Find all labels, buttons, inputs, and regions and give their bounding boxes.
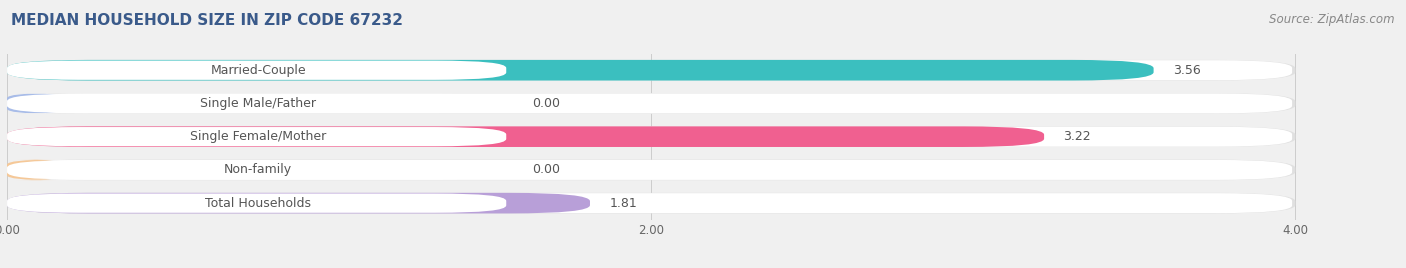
- FancyBboxPatch shape: [10, 193, 1292, 213]
- FancyBboxPatch shape: [10, 127, 1292, 147]
- Text: 0.00: 0.00: [531, 97, 560, 110]
- Text: Married-Couple: Married-Couple: [211, 64, 307, 77]
- FancyBboxPatch shape: [7, 127, 506, 146]
- FancyBboxPatch shape: [10, 160, 1292, 180]
- FancyBboxPatch shape: [7, 94, 506, 113]
- FancyBboxPatch shape: [7, 61, 506, 80]
- Text: 3.56: 3.56: [1173, 64, 1201, 77]
- Text: Single Male/Father: Single Male/Father: [200, 97, 316, 110]
- FancyBboxPatch shape: [7, 193, 1295, 213]
- FancyBboxPatch shape: [10, 94, 1292, 113]
- FancyBboxPatch shape: [7, 93, 1295, 114]
- FancyBboxPatch shape: [7, 160, 1295, 180]
- Text: Source: ZipAtlas.com: Source: ZipAtlas.com: [1270, 13, 1395, 27]
- Text: Non-family: Non-family: [224, 163, 292, 176]
- Text: MEDIAN HOUSEHOLD SIZE IN ZIP CODE 67232: MEDIAN HOUSEHOLD SIZE IN ZIP CODE 67232: [11, 13, 404, 28]
- Text: Single Female/Mother: Single Female/Mother: [190, 130, 326, 143]
- Text: Total Households: Total Households: [205, 197, 311, 210]
- FancyBboxPatch shape: [7, 193, 506, 213]
- FancyBboxPatch shape: [7, 126, 1045, 147]
- FancyBboxPatch shape: [7, 160, 65, 180]
- Text: 0.00: 0.00: [531, 163, 560, 176]
- FancyBboxPatch shape: [7, 60, 1295, 80]
- Text: 1.81: 1.81: [609, 197, 637, 210]
- FancyBboxPatch shape: [10, 60, 1292, 80]
- FancyBboxPatch shape: [7, 93, 65, 114]
- FancyBboxPatch shape: [7, 126, 1295, 147]
- FancyBboxPatch shape: [7, 193, 591, 213]
- FancyBboxPatch shape: [7, 60, 1153, 80]
- FancyBboxPatch shape: [7, 160, 506, 180]
- Text: 3.22: 3.22: [1063, 130, 1091, 143]
